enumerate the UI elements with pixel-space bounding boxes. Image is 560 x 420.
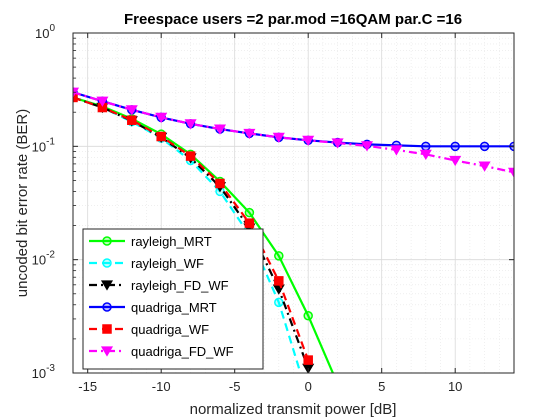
y-tick-exponent: -3 <box>46 363 55 374</box>
legend-item: quadriga_WF <box>89 322 209 337</box>
data-point <box>73 92 78 103</box>
y-axis-label: uncoded bit error rate (BER) <box>14 109 31 297</box>
data-point <box>155 112 168 124</box>
data-point <box>303 355 313 365</box>
data-point <box>478 161 491 172</box>
data-point <box>390 145 403 156</box>
y-tick-exponent: 0 <box>49 23 55 34</box>
data-point <box>360 141 374 152</box>
series-line <box>73 96 335 373</box>
legend-label: rayleigh_WF <box>131 256 204 271</box>
legend-swatch-marker <box>102 236 112 246</box>
legend-swatch-marker <box>100 346 114 357</box>
x-axis-label: normalized transmit power [dB] <box>190 401 397 418</box>
legend-item: quadriga_FD_WF <box>89 344 234 359</box>
legend-box <box>82 228 264 370</box>
data-point <box>127 115 137 125</box>
plot-frame <box>72 32 515 374</box>
data-point <box>419 149 432 161</box>
data-point <box>184 119 197 130</box>
x-tick-label: -5 <box>229 379 241 394</box>
series-quadriga_FD_WF <box>73 87 514 178</box>
data-point <box>449 155 462 167</box>
data-point <box>302 135 315 147</box>
series-quadriga_WF <box>73 92 313 365</box>
data-point <box>125 105 138 116</box>
data-point <box>244 207 255 218</box>
data-point <box>507 167 514 178</box>
x-tick-label: -10 <box>152 379 171 394</box>
data-point <box>274 297 284 308</box>
data-point <box>243 128 256 140</box>
data-point <box>421 141 431 152</box>
data-point <box>450 141 460 152</box>
legend-swatch-marker <box>100 280 114 291</box>
y-tick-exponent: -2 <box>46 250 55 261</box>
legend-swatch-marker <box>102 302 112 312</box>
data-point <box>479 141 490 152</box>
data-point <box>331 138 344 149</box>
legend-label: rayleigh_FD_WF <box>131 278 229 293</box>
data-point <box>303 310 313 321</box>
x-tick-label: 10 <box>448 379 462 394</box>
data-point <box>96 96 109 107</box>
legend-label: quadriga_MRT <box>131 300 217 315</box>
y-tick-exponent: -1 <box>46 136 55 147</box>
data-point <box>156 131 166 142</box>
legend-swatch-marker <box>102 324 112 334</box>
chart-title: Freespace users =2 par.mod =16QAM par.C … <box>124 11 462 28</box>
legend-item: rayleigh_WF <box>89 256 204 271</box>
series-layer <box>73 87 514 373</box>
legend: rayleigh_MRT rayleigh_WF rayleigh_FD_WFqua… <box>82 228 264 370</box>
legend-label: rayleigh_MRT <box>131 234 212 249</box>
data-point <box>274 251 284 261</box>
x-tick-label: -15 <box>78 379 97 394</box>
data-point <box>213 124 227 135</box>
data-point <box>244 218 255 228</box>
legend-label: quadriga_FD_WF <box>131 344 234 359</box>
x-tick-label: 5 <box>378 379 385 394</box>
data-point <box>215 178 225 189</box>
legend-label: quadriga_WF <box>131 322 209 337</box>
legend-swatch-marker <box>102 258 112 268</box>
data-point <box>272 132 285 144</box>
legend-item: quadriga_MRT <box>89 300 217 315</box>
legend-item: rayleigh_MRT <box>89 234 212 249</box>
data-point <box>185 151 196 161</box>
series-line <box>73 91 514 174</box>
data-point <box>274 276 284 286</box>
legend-item: rayleigh_FD_WF <box>89 278 229 293</box>
x-tick-label: 0 <box>305 379 312 394</box>
